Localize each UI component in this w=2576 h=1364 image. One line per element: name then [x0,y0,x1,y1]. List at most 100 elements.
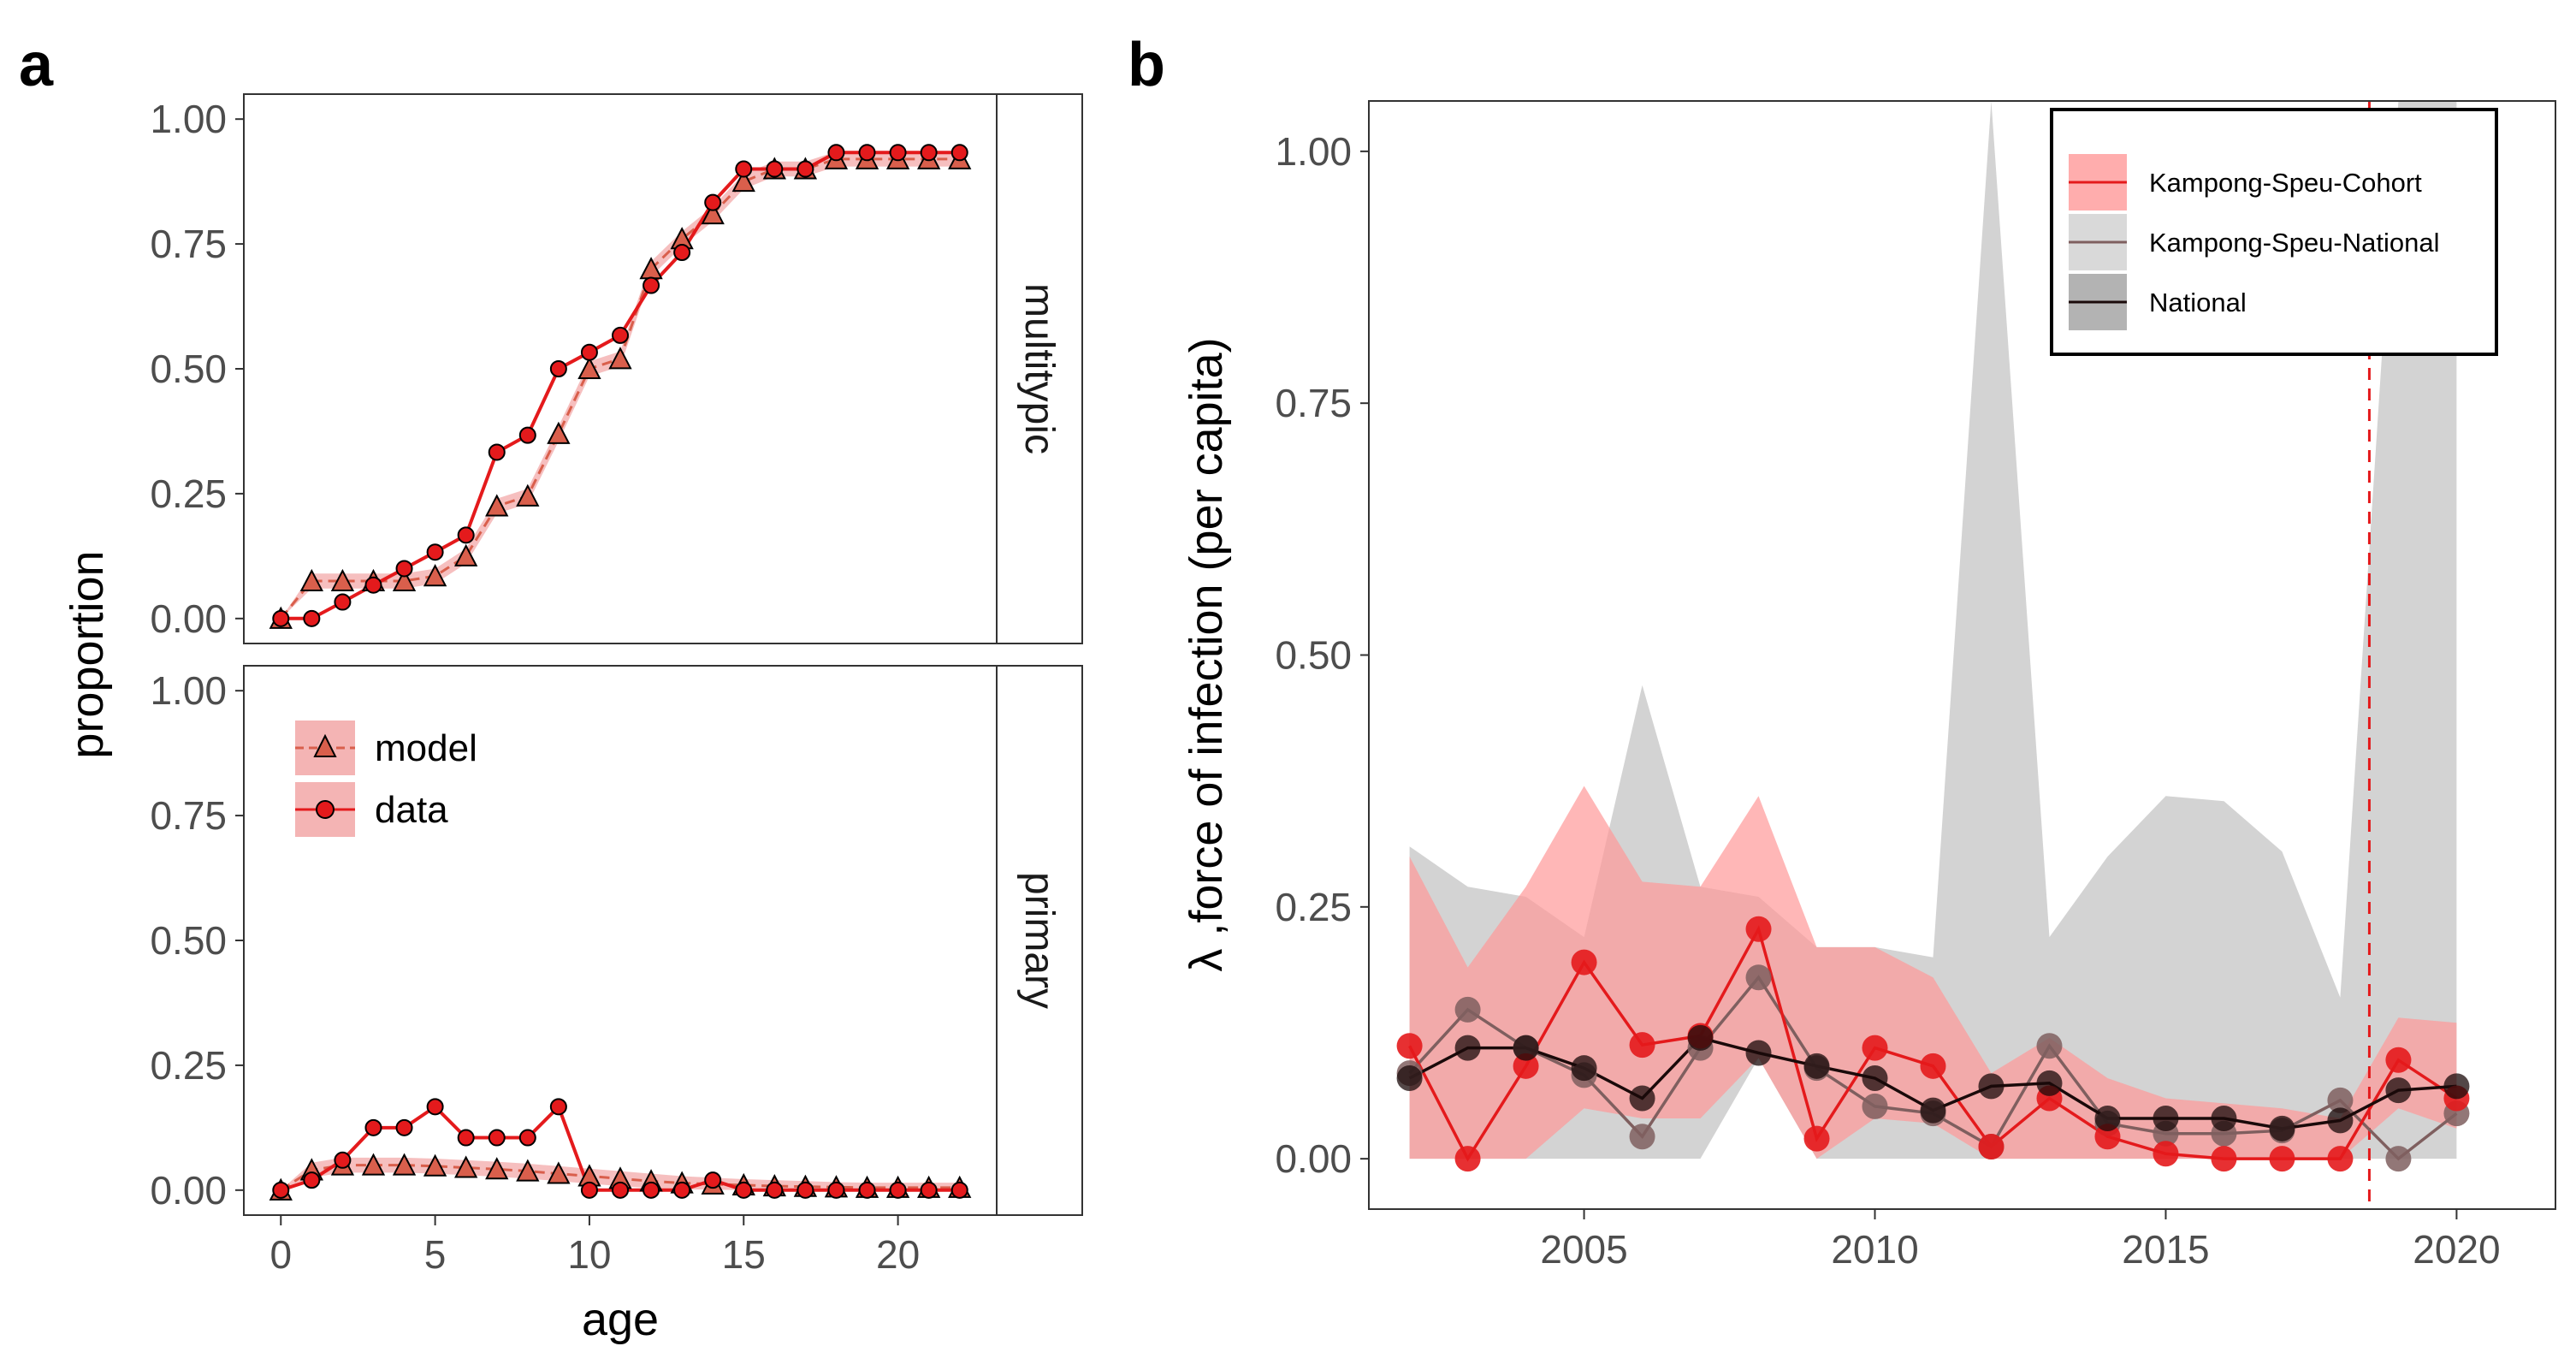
cohort-point [2269,1146,2295,1172]
national-point [1513,1035,1539,1061]
primary-data-point [457,1129,475,1147]
primary-plot-area [269,1098,972,1201]
legend-label-cohort: Kampong-Speu-Cohort [2149,168,2422,198]
cohort-point [1745,916,1772,942]
multitypic-data-point [395,560,413,578]
panel-a-legend: model data [295,721,477,837]
national-point [1803,1053,1830,1079]
multitypic-model-point [392,568,417,592]
primary-model-point [516,1159,540,1182]
multitypic-model-point [330,568,355,592]
panel-b-y-tick-label: 0.25 [1275,885,1352,929]
multitypic-data-point [272,609,290,627]
cohort-point [1629,1032,1655,1059]
cohort-point [1513,1053,1539,1079]
cohort-point [1396,1033,1423,1059]
panel-a-x-ticks: 0 5 10 15 20 [269,1215,920,1277]
panel-b-x-tick-label: 2020 [2413,1227,2500,1272]
primary-data-point [673,1181,691,1199]
multitypic-data-point [889,144,907,162]
primary-data-point [735,1181,753,1199]
cohort-point [2153,1141,2179,1167]
national-point [2443,1073,2470,1100]
facet-label-primary: primary [1016,872,1062,1009]
panel-b-y-tick-label: 1.00 [1275,129,1352,174]
multitypic-data-point [426,543,444,561]
national-point [2036,1070,2063,1096]
cohort-point [1978,1134,2005,1160]
primary-data-point [643,1181,660,1199]
national-point [1978,1073,2005,1100]
primary-model-point [547,1161,571,1184]
kpnational-point [2327,1087,2354,1113]
panel-b-y-tick-label: 0.00 [1275,1136,1352,1181]
primary-y-tick-label: 0.50 [150,918,227,963]
panel-a-x-tick-label: 20 [876,1232,920,1277]
national-point [1862,1065,1888,1091]
multitypic-y-tick-label: 0.00 [150,596,227,641]
panel-b-letter: b [1128,31,1165,99]
primary-data-point [334,1151,352,1169]
primary-data-point [580,1181,598,1199]
legend-label-kpnational: Kampong-Speu-National [2149,228,2440,258]
multitypic-plot-area [269,144,972,629]
primary-data-point [518,1129,536,1147]
legend-label-model: model [375,727,477,769]
primary-data-point [272,1181,290,1199]
primary-model-point [392,1153,417,1176]
national-point [1687,1024,1714,1051]
kpnational-point [1862,1093,1888,1119]
multitypic-model-point [299,568,323,592]
legend-key-model-triangle [313,733,337,757]
multitypic-data-point [920,144,938,162]
primary-data-point [827,1181,845,1199]
national-point [2327,1107,2354,1134]
primary-y-tick-label: 0.00 [150,1168,227,1213]
primary-data-point [488,1129,506,1147]
multitypic-data-point [704,193,722,211]
cohort-point [1803,1125,1830,1152]
primary-data-point [395,1118,413,1136]
multitypic-data-point [673,244,691,262]
cohort-ribbon [1409,786,2457,1159]
panel-a-x-axis-title: age [582,1294,659,1345]
multitypic-model-point [485,494,509,517]
multitypic-y-tick-label: 0.75 [150,222,227,266]
cohort-point [1454,1146,1481,1172]
multitypic-data-point [457,526,475,544]
multitypic-data-point [858,144,876,162]
multitypic-y-tick-label: 0.50 [150,347,227,391]
multitypic-model-point [701,201,725,225]
panel-a-x-tick-label: 10 [567,1232,611,1277]
national-point [2153,1106,2179,1132]
national-point [2094,1106,2121,1132]
multitypic-model-point [423,564,447,587]
multitypic-data-point [518,426,536,444]
multitypic-data-point [735,160,753,178]
panel-b-x-ticks: 2005 2010 2015 2020 [1540,1209,2501,1272]
primary-model-point [454,1155,478,1178]
panel-b-y-ticks: 0.00 0.25 0.50 0.75 1.00 [1275,129,1369,1181]
panel-a-x-tick-label: 0 [269,1232,292,1277]
primary-data-point [796,1181,814,1199]
cohort-point [1862,1035,1888,1061]
panel-b-clipped-area [1396,101,2470,1209]
primary-data-point [920,1181,938,1199]
primary-data-point [612,1181,629,1199]
multitypic-model-point [731,169,755,193]
national-point [1629,1085,1655,1112]
multitypic-data-point [303,609,321,627]
kpnational-point [1745,964,1772,991]
national-point [2211,1106,2237,1132]
primary-model-point [361,1153,386,1176]
national-point [1454,1035,1481,1061]
panel-a: multitypic primary 0.000.250.500.751.000… [62,93,1083,1345]
multitypic-y-tick-label: 0.25 [150,471,227,516]
multitypic-model-point [454,543,478,566]
panel-b-y-axis-title: λ ,force of infection (per capita) [1181,337,1232,971]
facet-label-multitypic: multitypic [1016,283,1062,454]
primary-data-point [704,1171,722,1189]
panel-a-x-tick-label: 5 [424,1232,447,1277]
primary-data-point [858,1181,876,1199]
